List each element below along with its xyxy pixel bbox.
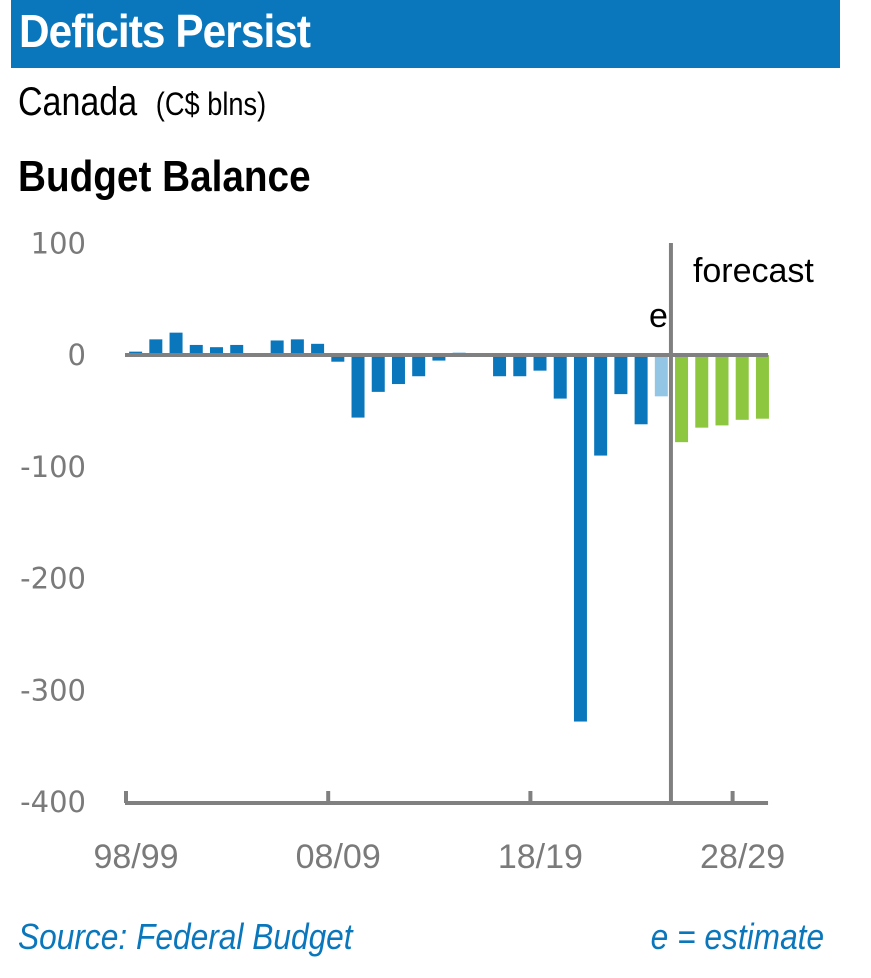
units-label: (C$ blns) [155, 86, 267, 122]
bar-26-27 [695, 355, 709, 428]
y-tick-label: -200 [20, 562, 86, 596]
bar-09-10 [351, 355, 365, 418]
bar-10-11 [371, 355, 385, 392]
bar-01-02 [189, 344, 203, 355]
bars [129, 332, 769, 722]
x-tick-label: 18/19 [498, 838, 583, 876]
bar-20-21 [573, 355, 587, 722]
bar-17-18 [513, 355, 527, 377]
bar-27-28 [715, 355, 729, 426]
x-tick-label: 98/99 [93, 838, 178, 876]
bar-16-17 [493, 355, 507, 377]
bar-18-19 [533, 355, 547, 371]
estimate-note: e = estimate [650, 916, 824, 957]
bar-02-03 [209, 347, 223, 355]
y-axis-ticks: 100 0 -100 -200 -300 -400 [20, 226, 86, 819]
country-label: Canada [18, 80, 138, 124]
bar-06-07 [290, 339, 304, 355]
bar-19-20 [553, 355, 567, 399]
x-tick-label: 08/09 [296, 838, 381, 876]
y-tick-label: -400 [20, 785, 86, 819]
chart-subtitle: Canada (C$ blns) [18, 80, 266, 125]
budget-balance-chart: 100 0 -100 -200 -300 -400 98/99 08/09 18/19 28/2… [20, 226, 814, 876]
bar-29-30 [755, 355, 769, 419]
y-tick-label: 0 [68, 338, 86, 372]
forecast-label: forecast [693, 252, 814, 290]
bar-08-09 [331, 355, 345, 362]
y-tick-label: -300 [20, 673, 86, 707]
bar-22-23 [614, 355, 628, 395]
bar-23-24 [634, 355, 648, 425]
chart-title: Budget Balance [18, 152, 311, 201]
bar-12-13 [412, 355, 426, 377]
bar-05-06 [270, 340, 284, 355]
estimate-marker: e [649, 297, 668, 335]
bar-21-22 [594, 355, 608, 456]
page-title: Deficits Persist [19, 5, 311, 57]
x-tick-label: 28/29 [700, 838, 785, 876]
bar-03-04 [230, 344, 244, 355]
bar-25-26 [675, 355, 689, 443]
title-bar: Deficits Persist [11, 0, 840, 68]
x-axis-ticks: 98/99 08/09 18/19 28/29 [93, 791, 785, 876]
bar-13-14 [432, 355, 446, 361]
bar-24-25 [654, 355, 668, 397]
bar-99-00 [149, 339, 163, 355]
y-tick-label: -100 [20, 450, 86, 484]
source-note: Source: Federal Budget [18, 916, 353, 957]
y-tick-label: 100 [31, 226, 86, 260]
bar-11-12 [391, 355, 405, 385]
bar-00-01 [169, 332, 183, 355]
bar-07-08 [311, 343, 325, 355]
bar-28-29 [735, 355, 749, 420]
